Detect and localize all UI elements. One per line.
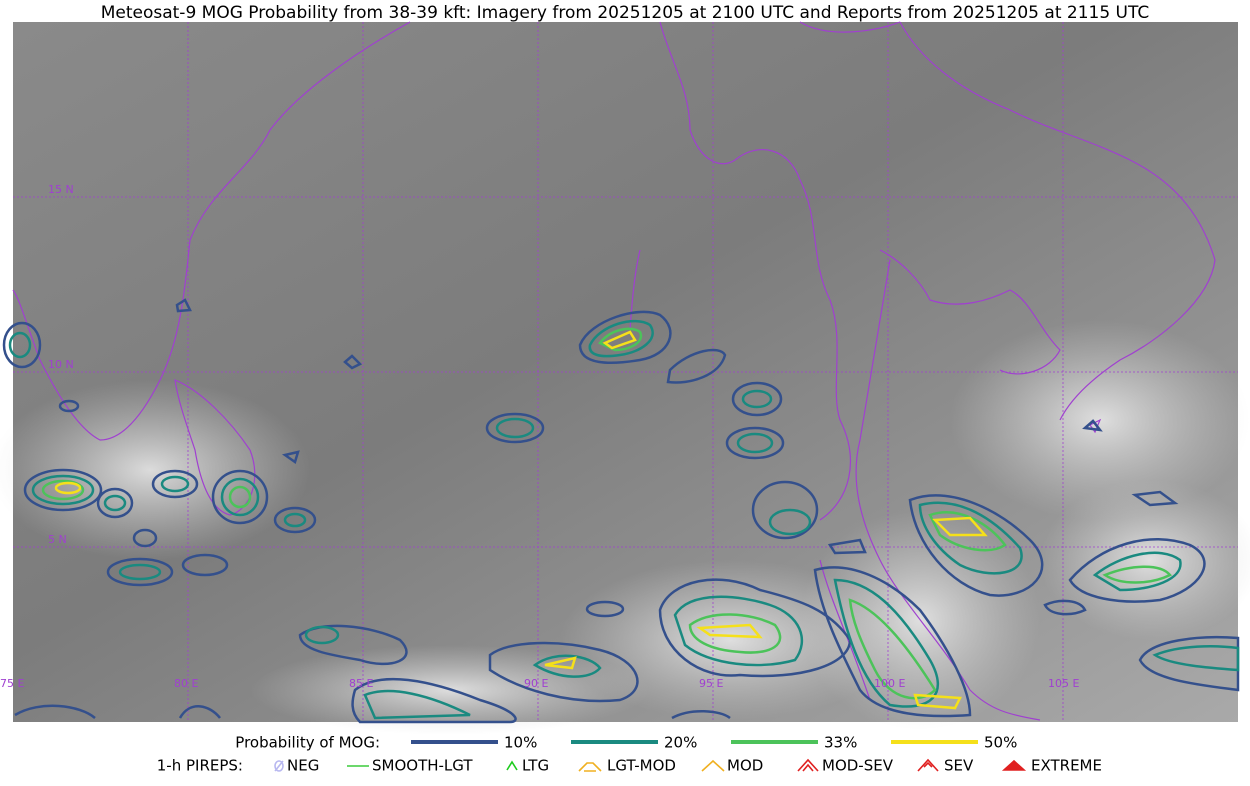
title: Meteosat-9 MOG Probability from 38-39 kf… <box>101 3 1150 23</box>
lon-label: 85 E <box>349 677 373 690</box>
lon-label: 95 E <box>699 677 723 690</box>
legend: Probability of MOG: 10% 20% 33% 50% 1-h PIREP… <box>157 734 1102 775</box>
legend-symbol <box>578 762 602 772</box>
legend-label: SMOOTH-LGT <box>372 757 473 775</box>
legend-label: MOD <box>727 757 763 775</box>
lon-label: 80 E <box>174 677 198 690</box>
legend-symbol <box>274 760 284 772</box>
legend-label: 50% <box>984 734 1017 752</box>
legend-label: LGT-MOD <box>607 757 676 775</box>
legend-symbol <box>506 760 518 771</box>
legend-label: 33% <box>824 734 857 752</box>
legend-symbol <box>917 758 939 772</box>
legend-title: Probability of MOG: <box>235 734 380 752</box>
lon-label: 90 E <box>524 677 548 690</box>
lat-label: 10 N <box>48 358 74 371</box>
legend-label: EXTREME <box>1031 757 1102 775</box>
legend-title: 1-h PIREPS: <box>157 757 243 775</box>
legend-label: SEV <box>944 757 974 775</box>
lat-label: 5 N <box>48 533 67 546</box>
lon-label: 100 E <box>874 677 905 690</box>
legend-symbol <box>797 758 819 772</box>
contours <box>2 298 1240 724</box>
legend-label: LTG <box>522 757 549 775</box>
legend-label: NEG <box>287 757 319 775</box>
legend-label: 10% <box>504 734 537 752</box>
lon-label: 75 E <box>0 677 24 690</box>
coordinate-labels: 15 N 10 N 5 N 75 E 80 E 85 E 90 E 95 E 100 E 105 … <box>0 183 1079 690</box>
legend-symbol <box>701 759 725 772</box>
legend-label: MOD-SEV <box>822 757 894 775</box>
lat-label: 15 N <box>48 183 74 196</box>
legend-symbol <box>1001 759 1027 771</box>
map: 15 N 10 N 5 N 75 E 80 E 85 E 90 E 95 E 100 E 105 … <box>0 21 1250 735</box>
lon-label: 105 E <box>1048 677 1079 690</box>
legend-label: 20% <box>664 734 697 752</box>
